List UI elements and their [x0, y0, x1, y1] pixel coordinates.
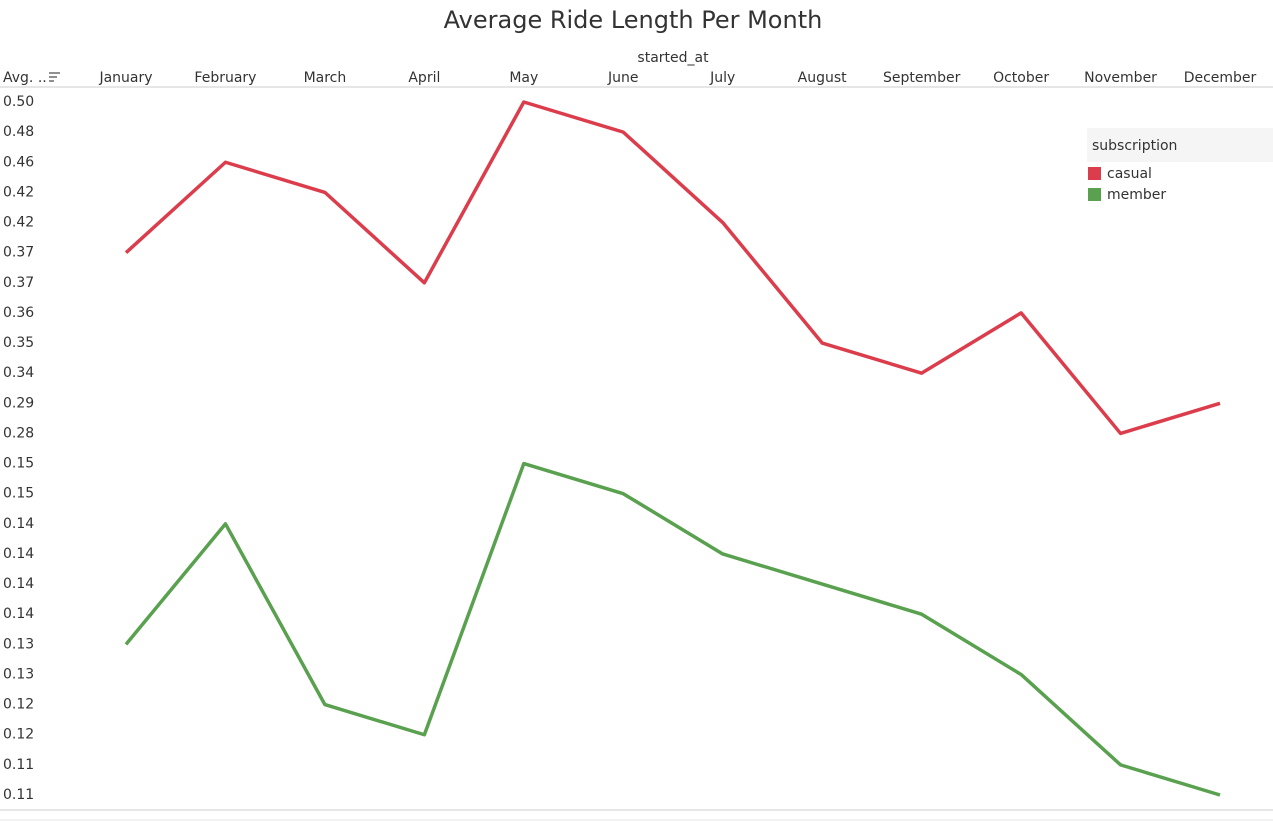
y-tick-label: 0.34: [3, 365, 34, 381]
y-tick-label: 0.13: [3, 636, 34, 652]
x-tick-label: August: [798, 70, 848, 86]
x-tick-label: May: [509, 70, 538, 86]
x-tick-label: July: [709, 70, 735, 86]
y-tick-label: 0.11: [3, 787, 34, 803]
y-tick-label: 0.37: [3, 275, 34, 291]
x-tick-label: November: [1084, 70, 1157, 86]
x-tick-label: September: [883, 70, 961, 86]
x-tick-label: December: [1184, 70, 1257, 86]
y-tick-label: 0.28: [3, 425, 34, 441]
x-tick-label: January: [98, 70, 152, 86]
y-tick-label: 0.14: [3, 516, 34, 532]
legend-header: [1087, 128, 1273, 162]
y-axis-label: Avg. ..: [3, 70, 47, 86]
y-tick-label: 0.50: [3, 94, 34, 110]
y-tick-label: 0.14: [3, 546, 34, 562]
y-tick-label: 0.35: [3, 335, 34, 351]
legend-title: subscription: [1092, 138, 1177, 154]
y-tick-label: 0.13: [3, 666, 34, 682]
y-tick-label: 0.15: [3, 456, 34, 472]
y-tick-label: 0.12: [3, 697, 34, 713]
y-tick-label: 0.42: [3, 215, 34, 231]
y-tick-label: 0.29: [3, 395, 34, 411]
y-tick-label: 0.46: [3, 154, 34, 170]
legend-label: casual: [1107, 166, 1152, 182]
y-tick-label: 0.15: [3, 486, 34, 502]
sort-icon[interactable]: [49, 72, 60, 82]
chart-title: Average Ride Length Per Month: [444, 6, 823, 34]
legend-swatch: [1088, 188, 1101, 201]
x-tick-label: February: [194, 70, 256, 86]
legend-swatch: [1088, 167, 1101, 180]
y-tick-label: 0.36: [3, 305, 34, 321]
x-axis-label: started_at: [637, 50, 709, 66]
y-tick-label: 0.14: [3, 606, 34, 622]
x-tick-label: April: [408, 70, 440, 86]
y-tick-label: 0.12: [3, 727, 34, 743]
legend-label: member: [1107, 187, 1166, 203]
y-tick-label: 0.37: [3, 245, 34, 261]
series-line: [124, 461, 1221, 797]
x-tick-label: June: [607, 70, 639, 86]
y-tick-label: 0.14: [3, 576, 34, 592]
series-line: [124, 100, 1221, 436]
x-tick-label: March: [304, 70, 347, 86]
y-tick-label: 0.48: [3, 124, 34, 140]
y-tick-label: 0.42: [3, 184, 34, 200]
y-tick-label: 0.11: [3, 757, 34, 773]
x-tick-label: October: [993, 70, 1049, 86]
